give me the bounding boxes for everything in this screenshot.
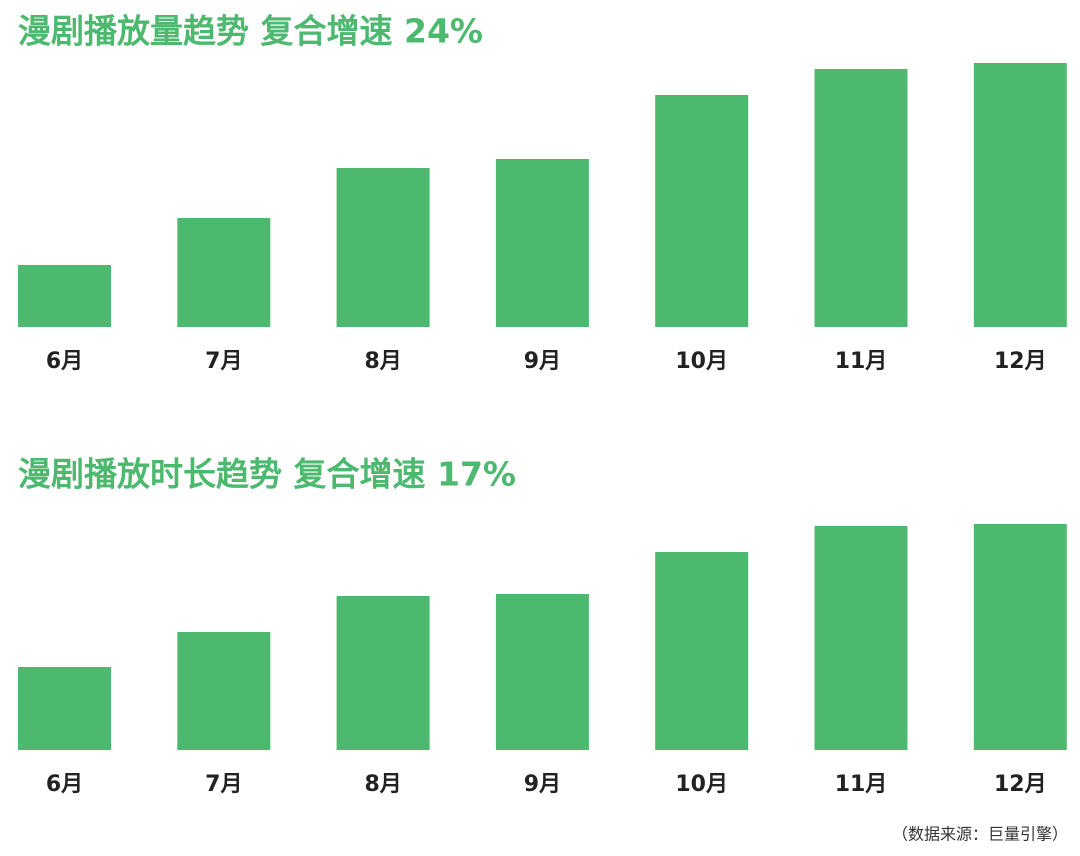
chart-title: 漫剧播放时长趋势 复合增速 17% (18, 455, 516, 494)
bar (814, 526, 908, 750)
bar (495, 594, 589, 750)
bar (18, 667, 111, 750)
x-tick-label: 9月 (524, 772, 561, 797)
x-tick-label: 6月 (46, 349, 83, 374)
bar (18, 265, 111, 327)
chart-title: 漫剧播放量趋势 复合增速 24% (18, 12, 483, 51)
x-tick-label: 6月 (46, 772, 83, 797)
x-tick-label: 8月 (364, 772, 401, 797)
x-tick-label: 11月 (835, 349, 888, 374)
bar (495, 159, 589, 327)
x-tick-label: 8月 (364, 349, 401, 374)
bar (973, 63, 1067, 327)
x-tick-label: 7月 (205, 349, 242, 374)
bar (814, 69, 908, 327)
bar (177, 632, 271, 750)
x-tick-label: 11月 (835, 772, 888, 797)
x-tick-label: 12月 (994, 772, 1047, 797)
x-tick-label: 10月 (675, 772, 728, 797)
x-tick-label: 9月 (524, 349, 561, 374)
x-tick-label: 7月 (205, 772, 242, 797)
bar (655, 552, 749, 750)
bar (973, 524, 1067, 750)
x-tick-label: 12月 (994, 349, 1047, 374)
bar (336, 596, 430, 750)
bar (655, 95, 749, 327)
x-tick-label: 10月 (675, 349, 728, 374)
bar (177, 218, 271, 327)
source-note: （数据来源：巨量引擎） (892, 825, 1068, 844)
bar (336, 168, 430, 327)
